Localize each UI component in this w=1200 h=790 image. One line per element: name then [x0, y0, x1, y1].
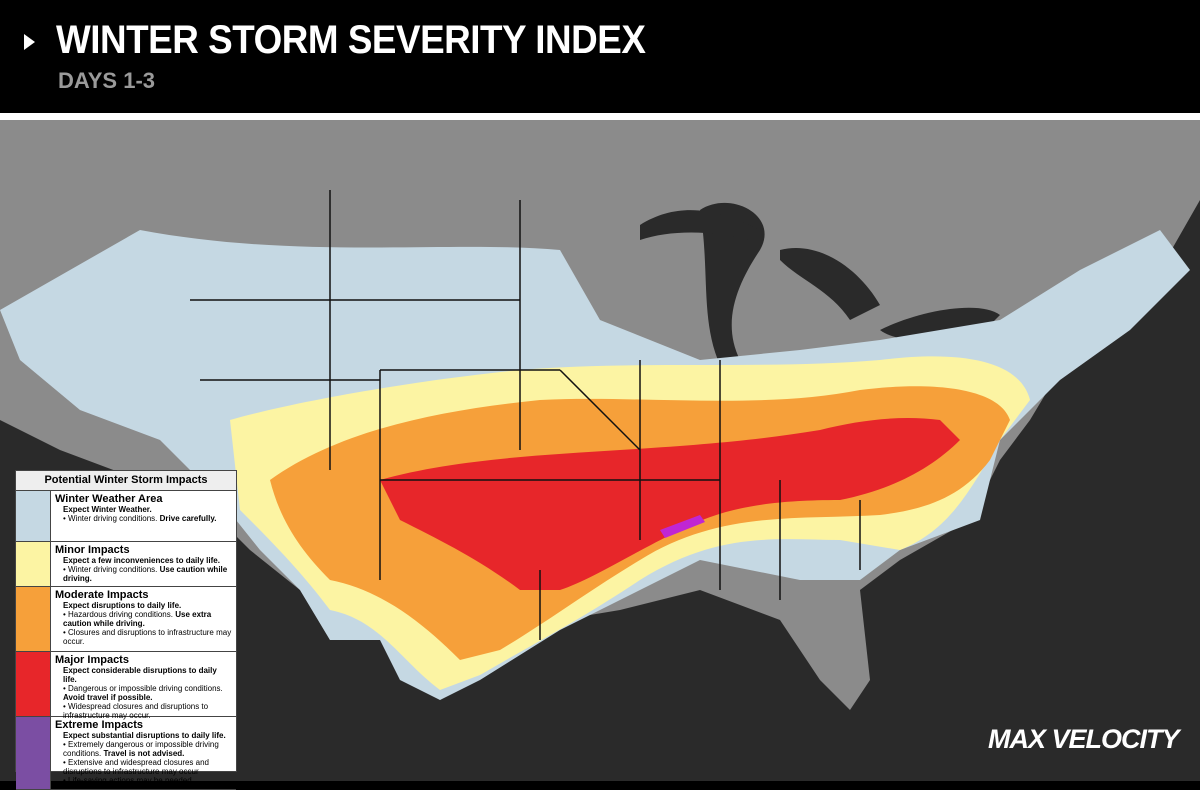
legend-swatch	[16, 542, 51, 586]
legend-text: Extreme Impacts Expect substantial disrup…	[51, 717, 236, 789]
legend-item: Moderate Impacts Expect disruptions to da…	[16, 587, 236, 652]
extreme-area	[660, 515, 705, 538]
bullet-emphasis: Travel is not advised.	[103, 749, 185, 758]
lake	[640, 210, 760, 240]
subtitle: DAYS 1-3	[58, 68, 156, 93]
map	[0, 120, 1200, 781]
bullet-emphasis: Drive carefully.	[159, 514, 217, 523]
bullet-emphasis: Avoid travel if possible.	[63, 693, 153, 702]
legend-swatch	[16, 717, 51, 789]
bullet-text: Winter driving conditions.	[68, 565, 158, 574]
legend-headline: Expect Winter Weather.	[63, 505, 152, 514]
legend-bullet: • Widespread closures and disruptions to…	[63, 702, 209, 720]
legend-text: Major Impacts Expect considerable disrupt…	[51, 652, 236, 720]
legend-bullet: • Closures and disruptions to infrastruc…	[63, 628, 232, 646]
legend-swatch	[16, 491, 51, 541]
legend-headline: Expect considerable disruptions to daily…	[63, 666, 217, 684]
bullet-text: Extensive and widespread closures and di…	[63, 758, 210, 776]
legend-text: Minor Impacts Expect a few inconveniences…	[51, 542, 236, 586]
arrow-icon	[24, 34, 35, 50]
legend-name: Minor Impacts	[55, 544, 130, 556]
legend: Potential Winter Storm Impacts Winter We…	[15, 470, 237, 790]
divider	[0, 113, 1200, 120]
lake	[700, 202, 765, 365]
legend-title: Potential Winter Storm Impacts	[16, 471, 236, 491]
legend-bullet: • Hazardous driving conditions. Use extr…	[63, 610, 212, 628]
legend-swatch	[16, 587, 51, 651]
legend-text: Winter Weather Area Expect Winter Weather…	[51, 491, 220, 541]
legend-name: Major Impacts	[55, 654, 129, 666]
legend-swatch	[16, 652, 51, 716]
header: WINTER STORM SEVERITY INDEX DAYS 1-3	[0, 0, 1200, 113]
legend-name: Winter Weather Area	[55, 493, 163, 505]
legend-bullet: • Extremely dangerous or impossible driv…	[63, 740, 219, 758]
major-area	[380, 418, 960, 590]
legend-item: Major Impacts Expect considerable disrupt…	[16, 652, 236, 720]
legend-headline: Expect disruptions to daily life.	[63, 601, 182, 610]
legend-item: Extreme Impacts Expect substantial disrup…	[16, 717, 236, 790]
legend-bullet: • Extensive and widespread closures and …	[63, 758, 210, 776]
bullet-text: Hazardous driving conditions.	[68, 610, 173, 619]
legend-headline: Expect a few inconveniences to daily lif…	[63, 556, 220, 565]
bullet-text: Extremely dangerous or impossible drivin…	[63, 740, 219, 758]
legend-bullet: • Dangerous or impossible driving condit…	[63, 684, 223, 702]
legend-item: Winter Weather Area Expect Winter Weather…	[16, 491, 236, 542]
bullet-text: Widespread closures and disruptions to i…	[63, 702, 209, 720]
state-borders	[190, 190, 861, 640]
legend-headline: Expect substantial disruptions to daily …	[63, 731, 226, 740]
legend-item: Minor Impacts Expect a few inconveniences…	[16, 542, 236, 587]
legend-name: Moderate Impacts	[55, 589, 149, 601]
legend-bullet: • Winter driving conditions. Drive caref…	[63, 514, 217, 523]
legend-name: Extreme Impacts	[55, 719, 144, 731]
bullet-text: Winter driving conditions.	[68, 514, 158, 523]
lake	[780, 248, 880, 320]
bullet-emphasis: Use caution while driving.	[63, 565, 228, 583]
bullet-text: Closures and disruptions to infrastructu…	[63, 628, 232, 646]
title: WINTER STORM SEVERITY INDEX	[56, 18, 646, 62]
brand-logo: MAX VELOCITY	[988, 724, 1180, 754]
legend-bullet: • Winter driving conditions. Use caution…	[63, 565, 228, 583]
bullet-text: Dangerous or impossible driving conditio…	[68, 684, 223, 693]
legend-text: Moderate Impacts Expect disruptions to da…	[51, 587, 236, 651]
bullet-emphasis: Use extra caution while driving.	[63, 610, 212, 628]
